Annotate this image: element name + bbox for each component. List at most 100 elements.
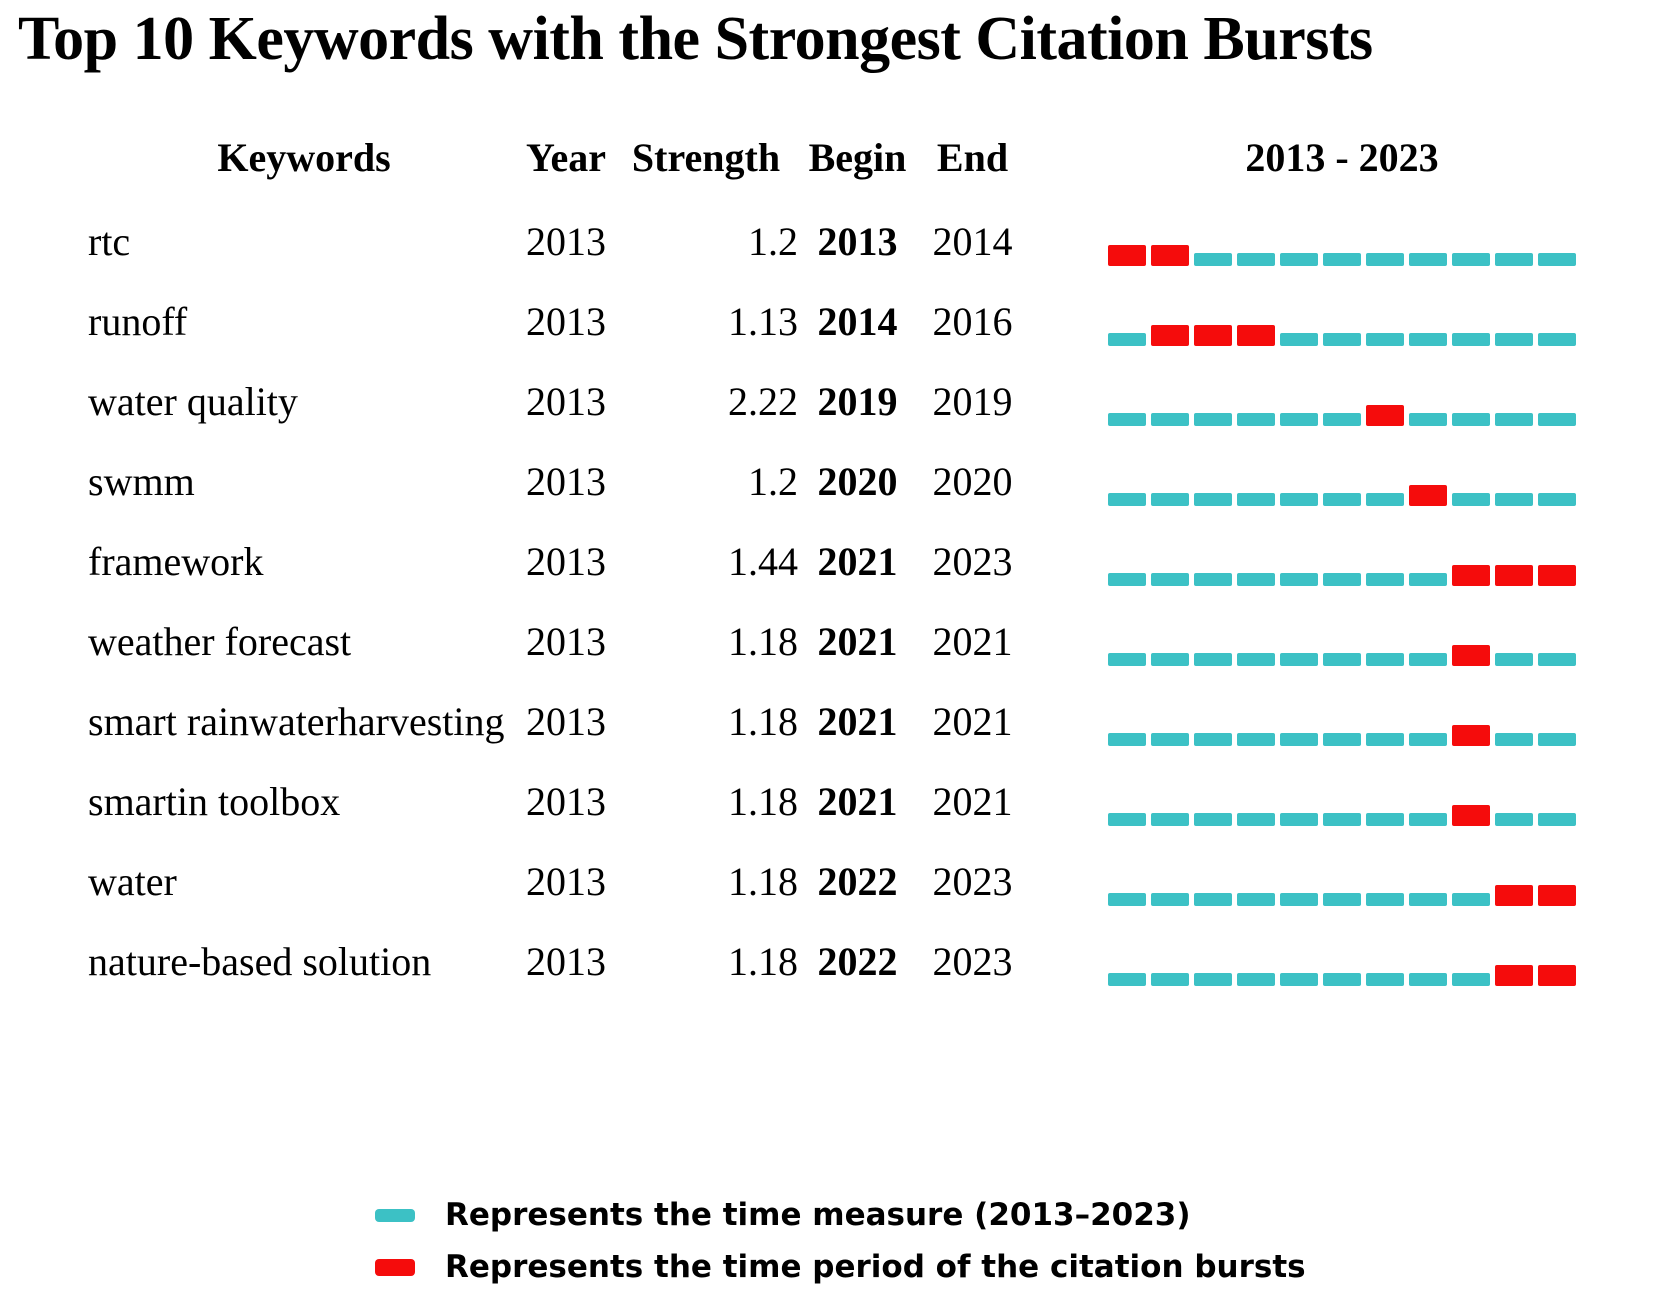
timeline-bar: [1108, 484, 1576, 506]
timeline-segment-measure: [1538, 733, 1576, 746]
year-cell: 2013: [526, 939, 606, 984]
timeline-segment-measure: [1108, 493, 1146, 506]
begin-cell: 2022: [817, 939, 898, 984]
table-row: weather forecast 2013 1.18 2021 2021: [0, 602, 1665, 682]
timeline-segment-measure: [1495, 493, 1533, 506]
timeline-segment-measure: [1323, 813, 1361, 826]
timeline-segment-measure: [1409, 733, 1447, 746]
timeline-segment-measure: [1538, 813, 1576, 826]
timeline-segment-measure: [1323, 333, 1361, 346]
year-cell: 2013: [526, 539, 606, 584]
end-cell: 2021: [932, 619, 1013, 664]
timeline-segment-measure: [1538, 413, 1576, 426]
column-header-begin: Begin: [808, 135, 907, 180]
timeline-segment-measure: [1366, 493, 1404, 506]
timeline-cell: [1030, 951, 1576, 986]
timeline-segment-burst: [1452, 725, 1490, 746]
timeline-segment-burst: [1495, 885, 1533, 906]
timeline-segment-measure: [1108, 813, 1146, 826]
year-cell: 2013: [526, 219, 606, 264]
begin-cell: 2019: [817, 379, 898, 424]
timeline-segment-measure: [1452, 493, 1490, 506]
bursts-table: Keywords Year Strength Begin End 2013 - …: [0, 126, 1665, 1002]
timeline-segment-measure: [1194, 733, 1232, 746]
legend-item-measure: Represents the time measure (2013–2023): [375, 1196, 1306, 1234]
timeline-segment-measure: [1409, 813, 1447, 826]
end-cell: 2021: [932, 779, 1013, 824]
timeline-segment-burst: [1409, 485, 1447, 506]
timeline-segment-burst: [1108, 245, 1146, 266]
table-row: runoff 2013 1.13 2014 2016: [0, 282, 1665, 362]
timeline-segment-measure: [1194, 653, 1232, 666]
timeline-cell: [1030, 551, 1576, 586]
strength-cell: 2.22: [728, 379, 798, 424]
timeline-segment-measure: [1194, 493, 1232, 506]
legend-label-measure: Represents the time measure (2013–2023): [445, 1197, 1191, 1233]
keyword-cell: swmm: [88, 459, 195, 504]
column-header-end: End: [936, 135, 1009, 180]
timeline-segment-measure: [1237, 253, 1275, 266]
timeline-segment-measure: [1538, 493, 1576, 506]
strength-cell: 1.18: [728, 939, 798, 984]
timeline-bar: [1108, 724, 1576, 746]
column-header-strength: Strength: [631, 135, 781, 180]
end-cell: 2014: [932, 219, 1013, 264]
timeline-segment-measure: [1280, 733, 1318, 746]
timeline-segment-measure: [1194, 813, 1232, 826]
keyword-cell: nature-based solution: [88, 939, 432, 984]
timeline-segment-measure: [1366, 733, 1404, 746]
timeline-segment-measure: [1237, 413, 1275, 426]
timeline-segment-burst: [1452, 565, 1490, 586]
timeline-segment-measure: [1538, 653, 1576, 666]
timeline-segment-measure: [1323, 253, 1361, 266]
timeline-segment-measure: [1538, 253, 1576, 266]
timeline-cell: [1030, 871, 1576, 906]
timeline-segment-burst: [1495, 565, 1533, 586]
timeline-segment-measure: [1108, 893, 1146, 906]
timeline-cell: [1030, 791, 1576, 826]
table-row: smartin toolbox 2013 1.18 2021 2021: [0, 762, 1665, 842]
timeline-segment-measure: [1452, 333, 1490, 346]
keyword-cell: runoff: [88, 299, 188, 344]
legend: Represents the time measure (2013–2023) …: [375, 1196, 1306, 1286]
year-cell: 2013: [526, 299, 606, 344]
timeline-segment-measure: [1495, 333, 1533, 346]
timeline-segment-measure: [1151, 813, 1189, 826]
timeline-segment-measure: [1323, 733, 1361, 746]
timeline-segment-measure: [1366, 573, 1404, 586]
timeline-segment-measure: [1108, 733, 1146, 746]
timeline-bar: [1108, 244, 1576, 266]
measure-dash-icon: [375, 1208, 415, 1222]
legend-label-burst: Represents the time period of the citati…: [445, 1249, 1306, 1285]
timeline-segment-burst: [1452, 805, 1490, 826]
table-row: rtc 2013 1.2 2013 2014: [0, 202, 1665, 282]
year-cell: 2013: [526, 619, 606, 664]
keyword-cell: rtc: [88, 219, 131, 264]
legend-item-burst: Represents the time period of the citati…: [375, 1248, 1306, 1286]
end-cell: 2021: [932, 699, 1013, 744]
strength-cell: 1.2: [748, 219, 798, 264]
timeline-segment-measure: [1452, 973, 1490, 986]
year-cell: 2013: [526, 859, 606, 904]
strength-cell: 1.2: [748, 459, 798, 504]
keyword-cell: water: [88, 859, 177, 904]
timeline-segment-measure: [1366, 973, 1404, 986]
timeline-segment-measure: [1280, 893, 1318, 906]
begin-cell: 2021: [817, 699, 898, 744]
end-cell: 2019: [932, 379, 1013, 424]
year-cell: 2013: [526, 699, 606, 744]
timeline-bar: [1108, 644, 1576, 666]
end-cell: 2023: [932, 539, 1013, 584]
timeline-segment-measure: [1151, 893, 1189, 906]
keyword-cell: smartin toolbox: [88, 779, 341, 824]
keyword-cell: water quality: [88, 379, 298, 424]
timeline-segment-measure: [1323, 893, 1361, 906]
timeline-segment-burst: [1452, 645, 1490, 666]
timeline-segment-measure: [1495, 653, 1533, 666]
table-row: smart rainwaterharvesting 2013 1.18 2021 202…: [0, 682, 1665, 762]
begin-cell: 2022: [817, 859, 898, 904]
timeline-segment-burst: [1538, 565, 1576, 586]
strength-cell: 1.18: [728, 859, 798, 904]
timeline-segment-measure: [1280, 253, 1318, 266]
